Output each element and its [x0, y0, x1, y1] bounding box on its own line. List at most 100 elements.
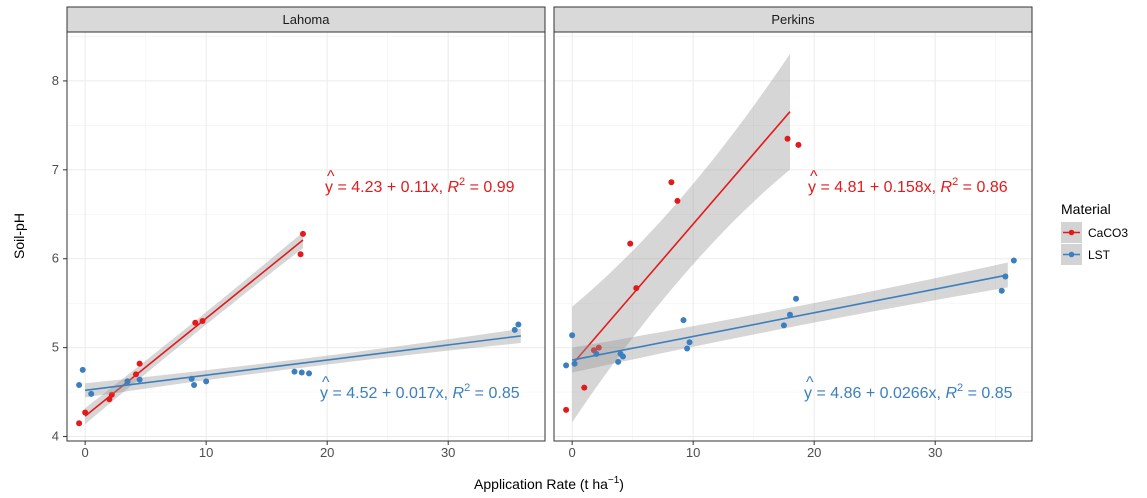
data-point-lst: [593, 350, 600, 357]
x-axis-title-exponent: −1: [608, 475, 620, 486]
data-point-caco3: [633, 285, 640, 292]
data-point-lst: [680, 317, 687, 324]
equation-prefix: y = 4.86 + 0.0266x,: [804, 385, 945, 402]
x-tick-label: 10: [199, 445, 213, 460]
equation-hat: ^: [327, 168, 335, 185]
equation-hat: ^: [810, 168, 818, 185]
panel-border: [66, 31, 546, 442]
data-point-caco3: [192, 319, 199, 326]
data-point-caco3: [299, 230, 306, 237]
y-tick-label: 6: [52, 251, 59, 266]
data-point-lst: [1002, 273, 1009, 280]
equation-suffix: = 0.85: [470, 385, 519, 402]
data-point-caco3: [668, 179, 675, 186]
x-tick-label: 30: [441, 445, 455, 460]
y-tick-label: 5: [52, 340, 59, 355]
regression-equation: y = 4.23 + 0.11x, R2 = 0.99: [325, 176, 515, 196]
data-point-caco3: [795, 141, 802, 148]
data-point-lst: [998, 287, 1005, 294]
data-point-lst: [786, 311, 793, 318]
data-point-caco3: [136, 360, 143, 367]
facet-strip: [66, 6, 546, 33]
regression-equation: y = 4.81 + 0.158x, R2 = 0.86: [808, 176, 1008, 196]
legend-key-point: [1068, 229, 1075, 236]
legend-label-lst: LST: [1088, 248, 1111, 262]
x-tick-label: 0: [82, 445, 89, 460]
equation-r-symbol: R: [447, 179, 459, 196]
data-point-lst: [76, 381, 83, 388]
equation-suffix: = 0.85: [963, 385, 1012, 402]
equation-hat: ^: [322, 374, 330, 391]
data-point-lst: [298, 369, 305, 376]
data-point-lst: [88, 390, 95, 397]
panel-border: [553, 31, 1033, 442]
equation-prefix: y = 4.52 + 0.017x,: [320, 385, 453, 402]
y-tick-label: 8: [52, 73, 59, 88]
data-point-lst: [511, 326, 518, 333]
data-point-caco3: [784, 135, 791, 142]
y-axis-title: Soil-pH: [11, 213, 27, 259]
legend-title: Material: [1061, 201, 1111, 217]
data-point-caco3: [563, 406, 570, 413]
facet-title: Lahoma: [283, 12, 331, 27]
equation-r-exponent: 2: [957, 382, 963, 394]
fit-line-caco3: [84, 239, 304, 417]
x-tick-label: 20: [807, 445, 821, 460]
x-tick-label: 30: [928, 445, 942, 460]
data-point-lst: [569, 332, 576, 339]
data-point-lst: [188, 375, 195, 382]
regression-equation: y = 4.86 + 0.0266x, R2 = 0.85: [804, 382, 1013, 402]
y-tick-label: 4: [52, 429, 59, 444]
data-point-caco3: [82, 409, 89, 416]
data-point-caco3: [674, 197, 681, 204]
legend: Material CaCO3 LST: [1061, 201, 1128, 265]
data-point-caco3: [199, 317, 206, 324]
data-point-lst: [615, 358, 622, 365]
data-point-caco3: [108, 391, 115, 398]
equation-r-exponent: 2: [464, 382, 470, 394]
x-axis-title-text: Application Rate (t ha: [474, 476, 608, 492]
data-point-caco3: [132, 371, 139, 378]
data-point-caco3: [297, 251, 304, 258]
data-point-caco3: [581, 384, 588, 391]
data-point-caco3: [106, 396, 113, 403]
y-tick-label: 7: [52, 162, 59, 177]
panel-background: [67, 32, 545, 441]
data-point-lst: [684, 345, 691, 352]
fit-line-caco3: [571, 111, 791, 366]
equation-r-exponent: 2: [459, 176, 465, 188]
equation-suffix: = 0.99: [465, 179, 514, 196]
panel-background: [554, 32, 1032, 441]
data-point-lst: [515, 321, 522, 328]
data-point-lst: [686, 339, 693, 346]
data-point-caco3: [76, 420, 83, 427]
equation-prefix: y = 4.23 + 0.11x,: [325, 179, 447, 196]
facet-title: Perkins: [771, 12, 815, 27]
equation-suffix: = 0.86: [958, 179, 1007, 196]
x-axis-title-close: ): [619, 476, 624, 492]
data-point-lst: [619, 353, 626, 360]
data-point-caco3: [627, 240, 634, 247]
x-tick-label: 20: [320, 445, 334, 460]
data-point-lst: [136, 376, 143, 383]
data-point-lst: [124, 378, 131, 385]
data-point-caco3: [595, 344, 602, 351]
data-point-lst: [1010, 257, 1017, 264]
regression-equation: y = 4.52 + 0.017x, R2 = 0.85: [320, 382, 520, 402]
legend-label-caco3: CaCO3: [1088, 226, 1128, 240]
data-point-lst: [306, 370, 313, 377]
equation-r-symbol: R: [945, 385, 957, 402]
legend-key-point: [1068, 251, 1075, 258]
data-point-lst: [571, 360, 578, 367]
data-point-lst: [291, 368, 298, 375]
equation-prefix: y = 4.81 + 0.158x,: [808, 179, 941, 196]
x-tick-label: 10: [686, 445, 700, 460]
equation-r-symbol: R: [453, 385, 465, 402]
equation-hat: ^: [806, 374, 814, 391]
equation-r-symbol: R: [941, 179, 953, 196]
data-point-lst: [563, 362, 570, 369]
data-point-lst: [203, 378, 210, 385]
